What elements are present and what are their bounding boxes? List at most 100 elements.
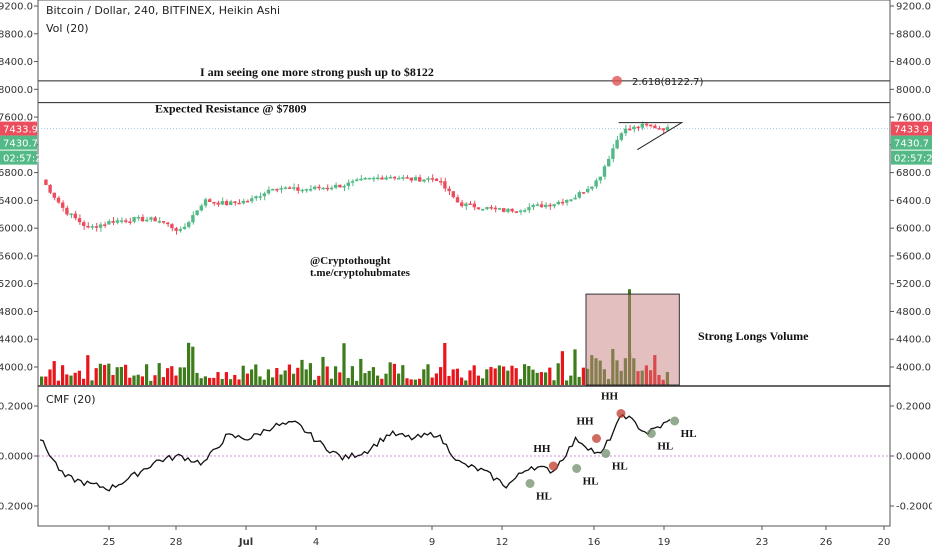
volume-bar — [367, 370, 371, 385]
x-tick-label: 12 — [496, 537, 509, 548]
x-tick-label: Jul — [238, 537, 253, 548]
y-tick-label-right: 6400.0 — [896, 196, 931, 207]
volume-bar — [573, 349, 577, 385]
volume-bar — [371, 367, 375, 385]
candle-body — [94, 226, 98, 228]
candle-body — [586, 188, 590, 193]
candle-body — [527, 207, 531, 211]
handle-text: @Cryptothought — [310, 255, 391, 267]
candle-body — [346, 182, 350, 186]
candle-body — [292, 187, 296, 189]
volume-bar — [569, 375, 573, 385]
candle-body — [510, 208, 514, 212]
cmf-label-hh: HH — [601, 391, 619, 403]
candle-body — [233, 201, 237, 203]
volume-bar — [69, 375, 73, 385]
y-tick-label-left: 8000.0 — [0, 85, 33, 96]
candle-body — [594, 180, 598, 187]
cmf-marker-hl — [670, 416, 680, 426]
candle-body — [548, 204, 552, 207]
volume-bar — [254, 364, 258, 385]
y-tick-label-left: 6400.0 — [0, 196, 33, 207]
volume-bar — [401, 365, 405, 385]
volume-bar — [548, 367, 552, 385]
volume-bars — [40, 289, 669, 385]
x-tick-label: 16 — [588, 537, 601, 548]
cmf-label-hl: HL — [657, 441, 673, 453]
volume-bar — [233, 374, 237, 385]
volume-bar — [464, 380, 468, 385]
candle-body — [661, 128, 665, 131]
candle-body — [489, 207, 493, 209]
y-tick-label-right: 8800.0 — [896, 29, 931, 40]
candle-body — [317, 186, 321, 189]
volume-bar — [497, 365, 501, 385]
candle-body — [392, 176, 397, 179]
candle-body — [212, 201, 216, 204]
candle-body — [216, 202, 220, 205]
candle-body — [430, 178, 434, 180]
candle-body — [623, 128, 628, 134]
volume-bar — [384, 373, 388, 385]
horizontal-levels — [38, 80, 890, 130]
y-tick-label-left: 8400.0 — [0, 57, 33, 68]
candle-body — [69, 213, 73, 216]
candle-body — [384, 177, 388, 180]
volume-bar — [342, 343, 346, 385]
volume-zone-label: Strong Longs Volume — [698, 329, 809, 343]
candle-body — [615, 139, 619, 149]
volume-bar — [518, 379, 522, 385]
volume-bar — [296, 367, 300, 385]
cmf-label-hh: HH — [577, 416, 595, 428]
fib-target-marker — [612, 75, 622, 86]
candle-body — [119, 220, 124, 222]
candle-body — [640, 123, 644, 128]
candle-body — [426, 178, 430, 180]
candle-body — [460, 202, 464, 207]
volume-bar — [565, 380, 569, 385]
candle-body — [107, 221, 111, 225]
cmf-label-hl: HL — [612, 461, 628, 473]
candle-body — [187, 222, 191, 227]
cmf-marker-hh — [592, 434, 601, 443]
volume-bar — [468, 370, 472, 385]
volume-bar — [208, 377, 212, 385]
volume-bar — [107, 363, 111, 385]
volume-bar — [132, 375, 136, 385]
volume-bar — [300, 359, 304, 385]
candle-body — [237, 202, 241, 205]
volume-bar — [203, 376, 207, 385]
candle-body — [514, 211, 518, 213]
candle-body — [636, 126, 640, 129]
candle-body — [170, 224, 174, 229]
cmf-y-tick-label-right: 0.2000 — [896, 402, 931, 413]
candle-body — [77, 218, 82, 223]
candle-body — [140, 216, 145, 222]
cmf-marker-hh — [616, 409, 626, 418]
candle-body — [447, 188, 451, 192]
y-tick-label-right: 4400.0 — [896, 335, 931, 346]
volume-bar — [523, 364, 527, 385]
volume-bar — [426, 364, 430, 385]
candle-body — [497, 208, 502, 210]
volume-bar — [229, 379, 233, 385]
volume-bar — [527, 366, 531, 385]
candle-body — [56, 197, 61, 203]
volume-bar — [275, 368, 279, 385]
candle-body — [573, 197, 577, 200]
cmf-marker-hl — [646, 429, 656, 438]
candle-body — [485, 207, 489, 210]
volume-bar — [325, 366, 329, 385]
candle-body — [506, 208, 510, 212]
cmf-line — [39, 413, 671, 492]
price-tag-countdown-right: 02:57:23 — [894, 154, 932, 165]
candle-body — [376, 177, 380, 180]
candle-body — [90, 226, 94, 228]
candle-body — [665, 127, 670, 131]
candle-body — [434, 178, 439, 182]
y-tick-label-left: 4400.0 — [0, 335, 33, 346]
volume-zone — [585, 293, 680, 386]
cmf-marker-hl — [525, 479, 535, 488]
volume-indicator-label: Vol (20) — [46, 22, 89, 35]
